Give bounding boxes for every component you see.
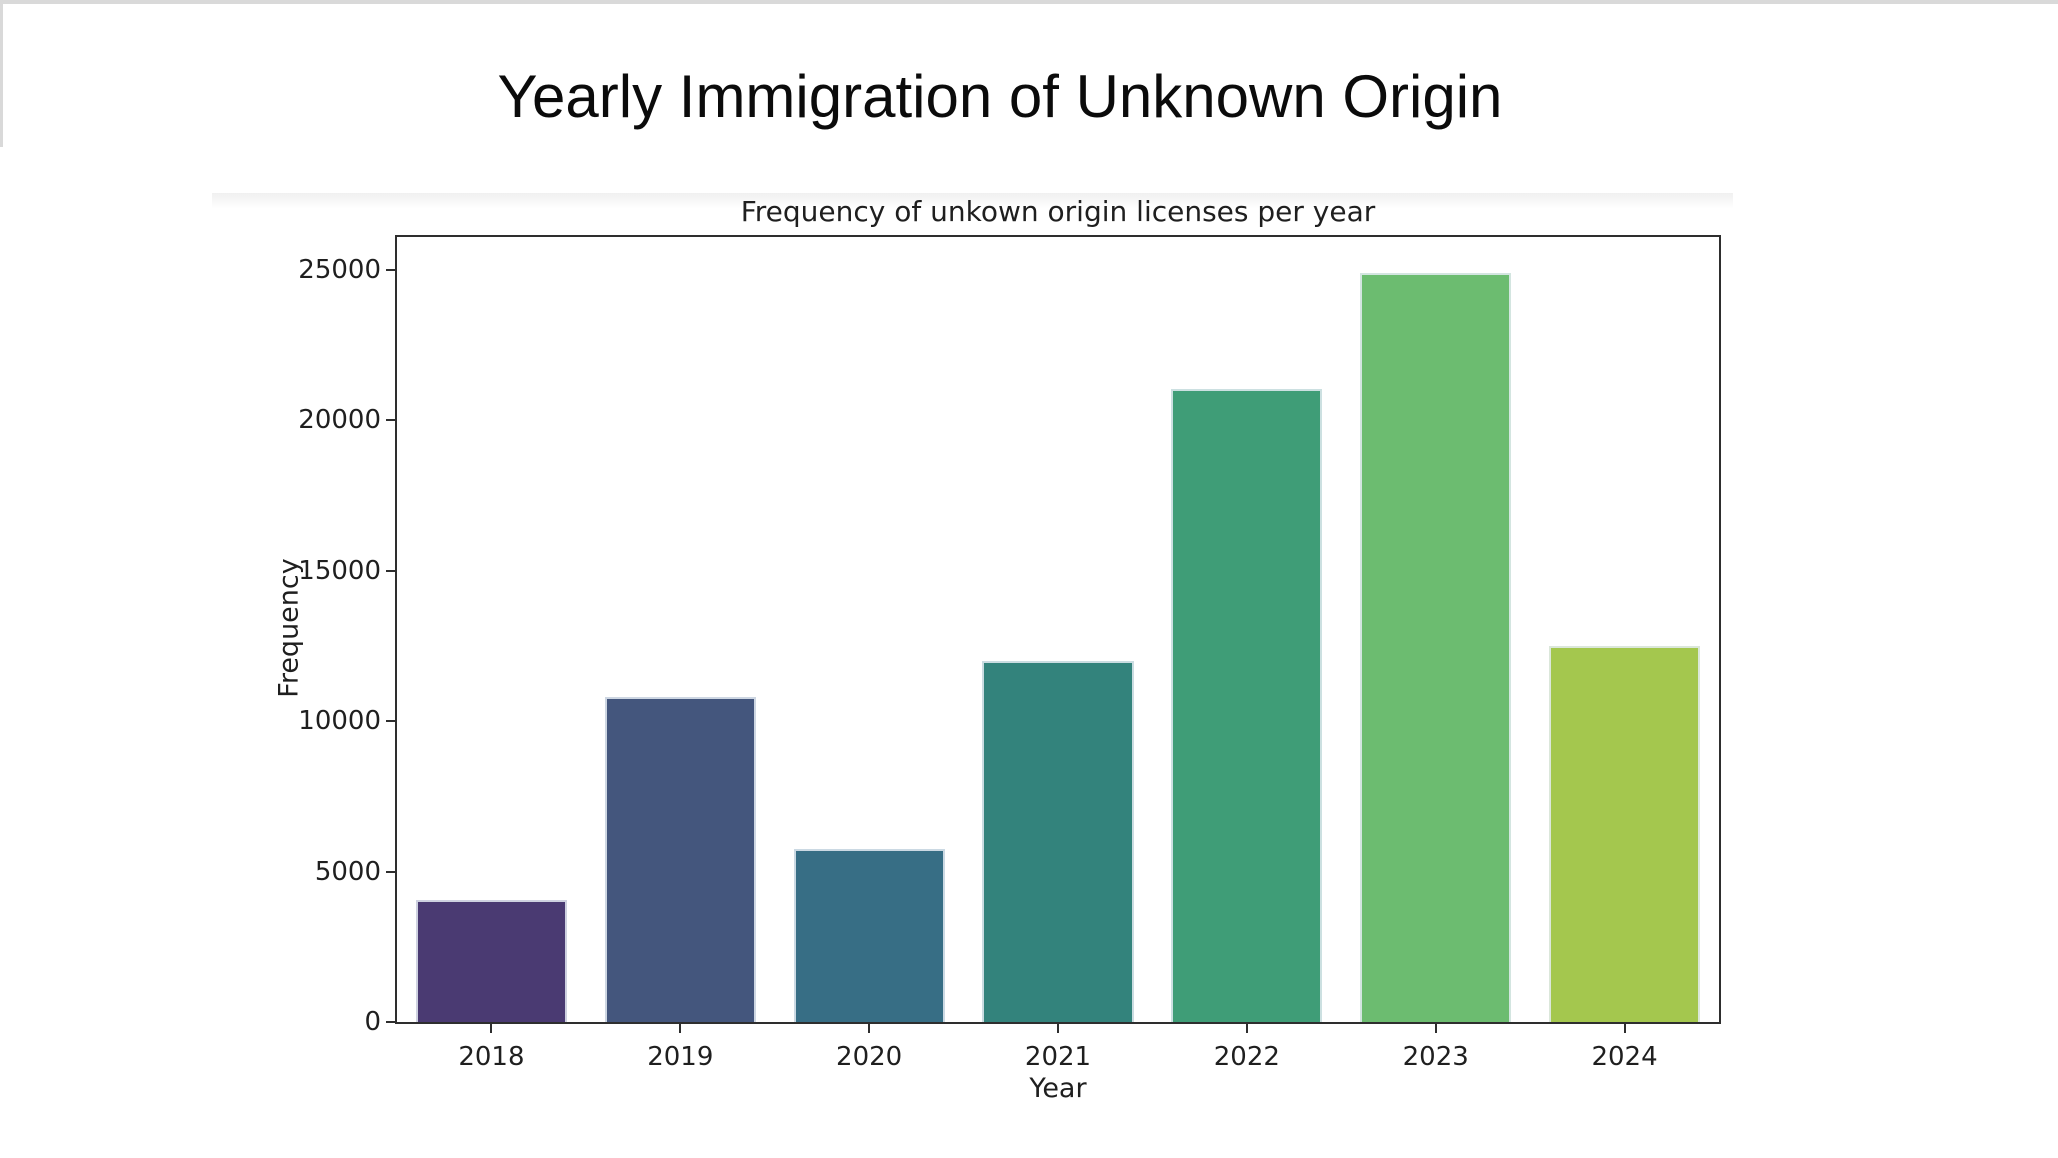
y-tick-label-20000: 20000 xyxy=(298,405,381,436)
x-axis-label: Year xyxy=(1029,1073,1087,1104)
x-tick-mark-2018 xyxy=(490,1024,493,1033)
x-tick-mark-2020 xyxy=(868,1024,871,1033)
plot-area xyxy=(395,235,1721,1024)
x-tick-mark-2022 xyxy=(1245,1024,1248,1033)
bar-2019 xyxy=(604,697,756,1022)
slide-title[interactable]: Yearly Immigration of Unknown Origin xyxy=(497,63,1503,130)
bar-2020 xyxy=(793,849,945,1022)
bar-2018 xyxy=(415,900,567,1022)
x-tick-mark-2021 xyxy=(1057,1024,1059,1033)
y-tick-mark-20000 xyxy=(386,419,395,422)
y-tick-label-5000: 5000 xyxy=(314,856,381,887)
bar-2024 xyxy=(1549,646,1701,1022)
y-tick-label-25000: 25000 xyxy=(298,255,381,286)
x-tick-mark-2024 xyxy=(1623,1024,1626,1033)
x-tick-mark-2023 xyxy=(1434,1024,1437,1033)
x-tick-mark-2019 xyxy=(679,1024,682,1033)
y-tick-label-10000: 10000 xyxy=(298,706,381,737)
x-tick-label-2022: 2022 xyxy=(1213,1042,1280,1072)
y-tick-label-15000: 15000 xyxy=(298,555,381,586)
x-tick-label-2018: 2018 xyxy=(458,1042,525,1072)
chart-title: Frequency of unkown origin licenses per … xyxy=(740,195,1376,228)
y-tick-mark-5000 xyxy=(386,870,395,873)
y-tick-mark-0 xyxy=(386,1021,395,1023)
x-tick-label-2023: 2023 xyxy=(1402,1042,1469,1072)
y-tick-mark-15000 xyxy=(386,569,395,572)
canvas-top-edge xyxy=(0,0,2058,4)
y-tick-mark-25000 xyxy=(386,269,395,272)
y-axis-label: Frequency xyxy=(273,558,305,698)
x-tick-label-2019: 2019 xyxy=(647,1042,714,1072)
x-tick-label-2021: 2021 xyxy=(1024,1042,1092,1072)
bar-2022 xyxy=(1171,388,1323,1022)
bar-2023 xyxy=(1360,273,1512,1022)
y-tick-mark-10000 xyxy=(386,720,395,723)
chart-figure[interactable]: Frequency of unkown origin licenses per … xyxy=(212,193,1733,1128)
canvas-left-edge xyxy=(0,0,3,147)
bar-2021 xyxy=(982,661,1134,1022)
figure-image-top-edge xyxy=(212,193,1733,209)
y-tick-label-0: 0 xyxy=(364,1007,381,1037)
x-tick-label-2020: 2020 xyxy=(836,1042,903,1072)
x-tick-label-2024: 2024 xyxy=(1591,1042,1658,1072)
